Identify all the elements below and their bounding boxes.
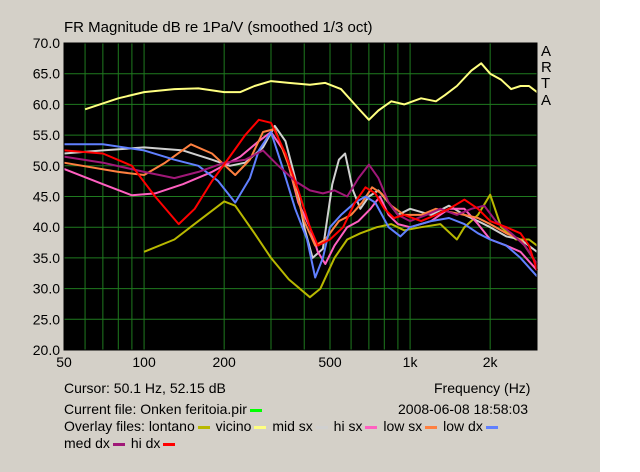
- series-line-lontano: [143, 193, 538, 299]
- plot-border: [63, 42, 538, 351]
- series-line-hi-dx: [63, 118, 538, 271]
- overlay-item[interactable]: med dx: [64, 435, 127, 451]
- watermark-letter: T: [541, 75, 551, 92]
- series-line-low-sx: [63, 128, 538, 265]
- x-tick-label: 100: [132, 354, 156, 370]
- x-tick-label: 50: [56, 354, 72, 370]
- watermark-letter: R: [541, 59, 552, 76]
- overlay-swatch: [112, 442, 125, 446]
- y-tick-label: 55.0: [33, 127, 60, 143]
- overlay-swatch: [254, 425, 267, 429]
- overlay-files-label: Overlay files:: [64, 418, 145, 434]
- overlay-files-line-1: Overlay files: lontano vicino mid sx hi …: [64, 418, 500, 434]
- x-tick-label: 500: [318, 354, 342, 370]
- y-tick-label: 40.0: [33, 219, 60, 235]
- overlay-item[interactable]: vicino: [216, 418, 269, 434]
- overlay-swatch: [365, 425, 378, 429]
- series-line-vicino: [84, 62, 538, 121]
- overlay-item[interactable]: lontano: [149, 418, 212, 434]
- cursor-readout: Cursor: 50.1 Hz, 52.15 dB: [64, 380, 226, 396]
- x-axis-label: Frequency (Hz): [434, 380, 531, 396]
- overlay-item[interactable]: hi sx: [334, 418, 380, 434]
- watermark-letter: A: [541, 92, 552, 109]
- y-tick-label: 60.0: [33, 96, 60, 112]
- overlay-item[interactable]: hi dx: [131, 435, 178, 451]
- overlay-files-line-2: med dx hi dx: [64, 435, 177, 451]
- timestamp: 2008-06-08 18:58:03: [398, 401, 528, 417]
- overlay-swatch: [315, 425, 328, 429]
- overlay-item[interactable]: mid sx: [272, 418, 329, 434]
- current-file-label: Current file: Onken feritoia.pir: [64, 401, 247, 417]
- overlay-item[interactable]: low sx: [383, 418, 439, 434]
- x-tick-label: 1k: [403, 354, 419, 370]
- overlay-swatch: [163, 442, 176, 446]
- current-file-swatch: [249, 408, 262, 412]
- watermark-letter: A: [541, 43, 552, 60]
- x-tick-label: 2k: [483, 354, 499, 370]
- overlay-swatch: [485, 425, 498, 429]
- overlay-item[interactable]: low dx: [443, 418, 500, 434]
- y-tick-label: 50.0: [33, 158, 60, 174]
- overlay-swatch: [425, 425, 438, 429]
- y-tick-label: 70.0: [33, 35, 60, 51]
- overlay-swatch: [197, 425, 210, 429]
- series-line-low-dx: [64, 131, 538, 279]
- y-tick-label: 25.0: [33, 311, 60, 327]
- y-tick-label: 30.0: [33, 281, 60, 297]
- current-file-line: Current file: Onken feritoia.pir: [64, 401, 264, 417]
- x-tick-label: 200: [212, 354, 236, 370]
- y-tick-label: 35.0: [33, 250, 60, 266]
- y-tick-label: 20.0: [33, 342, 60, 358]
- y-tick-label: 45.0: [33, 189, 60, 205]
- chart-title: FR Magnitude dB re 1Pa/V (smoothed 1/3 o…: [64, 19, 373, 36]
- y-tick-label: 65.0: [33, 66, 60, 82]
